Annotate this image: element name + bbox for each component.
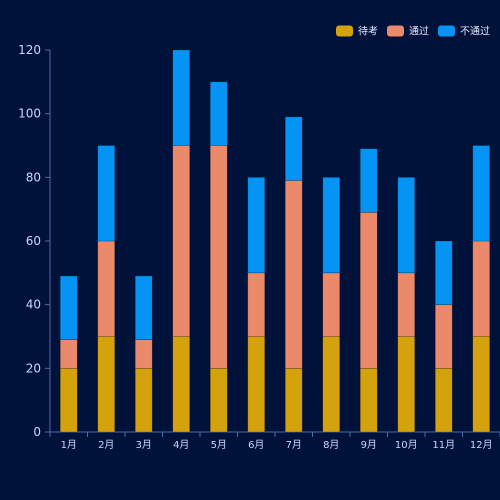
bars <box>59 49 491 433</box>
x-tick-label: 4月 <box>173 439 189 451</box>
legend-label: 不通过 <box>460 25 490 38</box>
bar-segment[interactable] <box>172 145 191 337</box>
bar-segment[interactable] <box>472 336 491 433</box>
x-tick-label: 8月 <box>323 439 339 451</box>
bar-segment[interactable] <box>97 336 116 433</box>
legend-swatch <box>438 25 455 37</box>
bar-segment[interactable] <box>209 145 228 369</box>
bar-segment[interactable] <box>359 368 378 433</box>
bar-segment[interactable] <box>59 368 78 433</box>
x-tick-label: 11月 <box>432 439 455 451</box>
legend: 待考 通过 不通过 <box>336 25 490 38</box>
bar-segment[interactable] <box>284 180 303 369</box>
bar-segment[interactable] <box>172 49 191 146</box>
bar-segment[interactable] <box>322 336 341 433</box>
bar-segment[interactable] <box>472 240 491 337</box>
x-tick-label: 5月 <box>211 439 227 451</box>
y-tick-label: 20 <box>26 361 41 375</box>
y-tick-label: 60 <box>26 234 41 248</box>
legend-item[interactable]: 通过 <box>387 25 429 38</box>
bar-segment[interactable] <box>284 116 303 181</box>
x-axis: 1月 2月 3月 4月 5月 6月 7月 8月 9月 10月 11月 12月 <box>49 431 500 451</box>
x-tick-label: 9月 <box>361 439 377 451</box>
bar-segment[interactable] <box>284 368 303 433</box>
legend-item[interactable]: 待考 <box>336 25 378 38</box>
bar-segment[interactable] <box>247 272 266 337</box>
bar-segment[interactable] <box>59 339 78 369</box>
bar-segment[interactable] <box>134 368 153 433</box>
bar-segment[interactable] <box>434 304 453 369</box>
x-tick-label: 7月 <box>286 439 302 451</box>
legend-swatch <box>336 25 353 37</box>
bar-segment[interactable] <box>134 275 153 340</box>
bar-segment[interactable] <box>172 336 191 433</box>
bar-segment[interactable] <box>209 368 228 433</box>
bar-segment[interactable] <box>397 336 416 433</box>
y-tick-label: 80 <box>26 170 41 184</box>
bar-segment[interactable] <box>97 145 116 242</box>
y-tick-label: 120 <box>18 43 41 57</box>
bar-segment[interactable] <box>59 275 78 340</box>
x-tick-label: 12月 <box>470 439 493 451</box>
bar-segment[interactable] <box>397 177 416 274</box>
bar-segment[interactable] <box>322 177 341 274</box>
bar-segment[interactable] <box>434 240 453 305</box>
bar-segment[interactable] <box>434 368 453 433</box>
bar-segment[interactable] <box>322 272 341 337</box>
bar-segment[interactable] <box>472 145 491 242</box>
x-tick-label: 1月 <box>61 439 77 451</box>
y-tick-label: 40 <box>26 298 41 312</box>
bar-segment[interactable] <box>134 339 153 369</box>
legend-swatch <box>387 25 404 37</box>
y-tick-label: 100 <box>18 107 41 121</box>
bar-segment[interactable] <box>247 336 266 433</box>
legend-label: 通过 <box>409 25 429 38</box>
x-tick-label: 3月 <box>136 439 152 451</box>
x-tick-label: 6月 <box>248 439 264 451</box>
bar-segment[interactable] <box>97 240 116 337</box>
x-tick-label: 10月 <box>395 439 418 451</box>
bar-segment[interactable] <box>359 148 378 213</box>
x-tick-label: 2月 <box>98 439 114 451</box>
y-axis: 0 20 40 60 80 100 120 <box>18 43 51 439</box>
legend-item[interactable]: 不通过 <box>438 25 490 38</box>
bar-segment[interactable] <box>397 272 416 337</box>
y-tick-label: 0 <box>33 425 41 439</box>
legend-label: 待考 <box>358 25 378 38</box>
bar-segment[interactable] <box>359 212 378 369</box>
bar-segment[interactable] <box>247 177 266 274</box>
bar-segment[interactable] <box>209 81 228 146</box>
